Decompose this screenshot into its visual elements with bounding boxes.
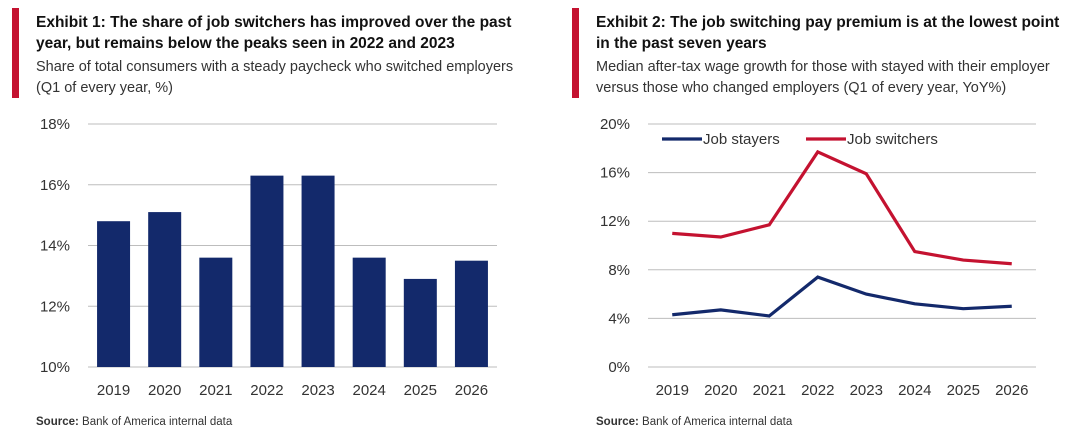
x-tick-label: 2026 (455, 382, 488, 399)
y-tick-label: 16% (40, 177, 70, 194)
source-note: Source: Bank of America internal data (36, 416, 232, 428)
chart-subtitle: Median after-tax wage growth for those w… (596, 59, 1050, 96)
source-note: Source: Bank of America internal data (596, 416, 792, 428)
x-tick-label: 2019 (97, 382, 130, 399)
bar-chart: 10% 12% 14% 16% 18% 2019 2020 2021 2022 2023 2024 2… (40, 116, 497, 399)
y-tick-label: 0% (608, 359, 630, 376)
bar (403, 278, 437, 367)
accent-bar (12, 8, 19, 98)
chart-title: Exhibit 2: The job switching pay premium… (596, 14, 1060, 52)
x-tick-label: 2025 (947, 382, 980, 399)
legend-label: Job stayers (703, 131, 780, 148)
x-tick-label: 2020 (148, 382, 181, 399)
y-tick-label: 12% (600, 213, 630, 230)
x-tick-label: 2023 (850, 382, 883, 399)
series-line-job-switchers (672, 149, 1012, 266)
legend-label: Job switchers (847, 131, 938, 148)
bar (301, 175, 335, 367)
x-tick-label: 2019 (656, 382, 689, 399)
y-tick-label: 18% (40, 116, 70, 133)
chart-title: Exhibit 1: The share of job switchers ha… (36, 14, 512, 52)
y-tick-label: 8% (608, 262, 630, 279)
accent-bar (572, 8, 579, 98)
line-chart: 0% 4% 8% 12% 16% 20% 2019 2020 2021 2022 2023 2024 2… (600, 116, 1036, 399)
exhibit-2-panel: Exhibit 2: The job switching pay premium… (560, 0, 1073, 435)
source-label: Source: (596, 416, 639, 428)
series-line-job-stayers (672, 275, 1012, 318)
bar (97, 221, 131, 367)
y-tick-label: 16% (600, 165, 630, 182)
chart-subtitle: Share of total consumers with a steady p… (36, 59, 514, 96)
x-tick-label: 2022 (250, 382, 283, 399)
source-text: Bank of America internal data (82, 416, 233, 428)
x-tick-label: 2024 (898, 382, 931, 399)
bar (199, 257, 233, 367)
bar (352, 257, 386, 367)
x-tick-label: 2020 (704, 382, 737, 399)
y-tick-label: 12% (40, 298, 70, 315)
bar (148, 212, 182, 367)
x-tick-label: 2022 (801, 382, 834, 399)
x-tick-label: 2026 (995, 382, 1028, 399)
exhibit-1-panel: Exhibit 1: The share of job switchers ha… (0, 0, 520, 435)
y-tick-label: 14% (40, 238, 70, 255)
y-tick-label: 20% (600, 116, 630, 133)
source-label: Source: (36, 416, 79, 428)
x-tick-label: 2021 (199, 382, 232, 399)
y-tick-label: 4% (608, 310, 630, 327)
x-tick-label: 2024 (353, 382, 386, 399)
x-tick-label: 2025 (404, 382, 437, 399)
bar (250, 175, 284, 367)
source-text: Bank of America internal data (642, 416, 793, 428)
bar (454, 260, 488, 367)
y-tick-label: 10% (40, 359, 70, 376)
x-tick-label: 2021 (753, 382, 786, 399)
x-tick-label: 2023 (301, 382, 334, 399)
